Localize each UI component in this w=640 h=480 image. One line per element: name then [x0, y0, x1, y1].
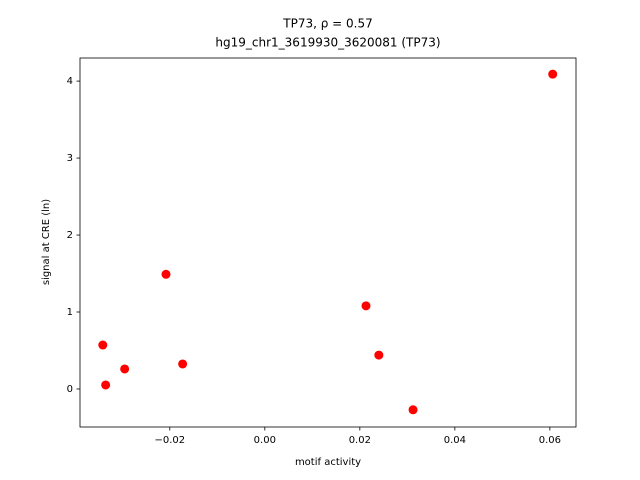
y-tick-label: 3: [67, 153, 73, 164]
x-axis-label: motif activity: [295, 457, 361, 468]
x-tick-label: 0.06: [539, 435, 561, 446]
x-tick-label: 0.00: [254, 435, 276, 446]
y-tick-label: 2: [67, 230, 73, 241]
point: [374, 350, 384, 360]
point: [361, 301, 371, 311]
chart-subtitle: hg19_chr1_3619930_3620081 (TP73): [215, 36, 440, 50]
plot-frame: [79, 57, 577, 428]
x-tick-label: 0.04: [444, 435, 466, 446]
point: [101, 380, 111, 390]
chart-title: TP73, ρ = 0.57: [282, 17, 372, 31]
point: [408, 405, 418, 415]
y-tick-label: 1: [67, 307, 73, 318]
point: [548, 69, 558, 79]
y-tick-label: 0: [67, 384, 73, 395]
point: [120, 364, 130, 374]
x-tick-label: −0.02: [154, 435, 185, 446]
point: [161, 269, 171, 279]
y-axis-label: signal at CRE (ln): [41, 199, 52, 285]
point: [178, 359, 188, 369]
point: [98, 340, 108, 350]
x-tick-label: 0.02: [349, 435, 371, 446]
y-tick-label: 4: [67, 76, 73, 87]
